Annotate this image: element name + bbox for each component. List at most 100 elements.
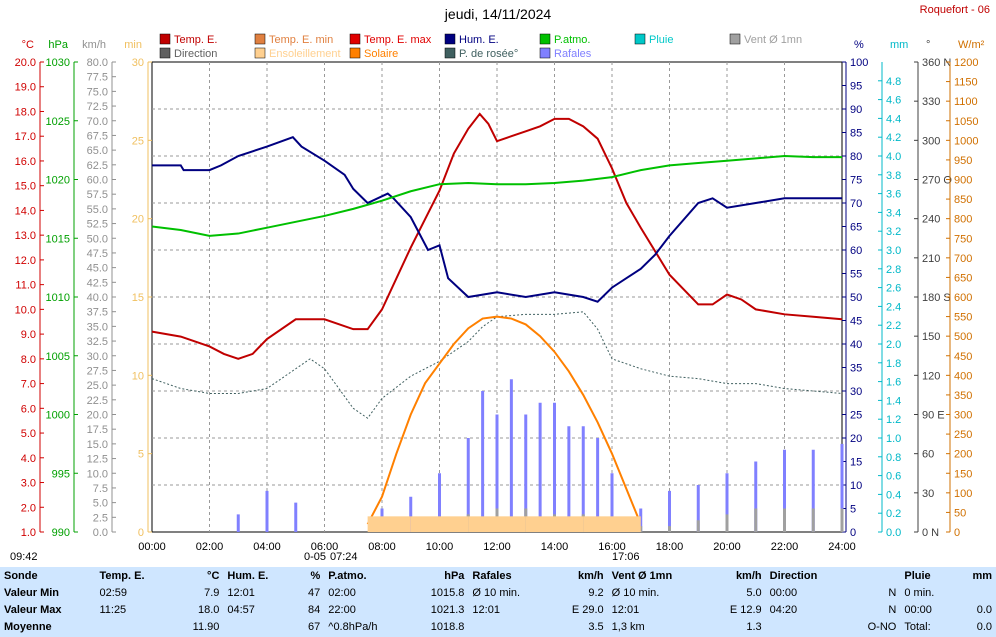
stats-cell [956, 584, 996, 601]
tick-label-wind: 15.0 [87, 439, 108, 451]
stats-cell: Ø 10 min. [611, 586, 660, 599]
sunshine-bar [468, 516, 497, 532]
stats-cell: % [310, 569, 321, 582]
tick-label-hum: 55 [850, 269, 862, 281]
tick-label-rain: 3.8 [886, 170, 901, 182]
tick-label-solar: 200 [954, 449, 972, 461]
legend-label: P.atmo. [554, 34, 591, 46]
tick-label-wind: 22.5 [87, 395, 108, 407]
tick-label-solar: 1150 [954, 77, 978, 89]
tick-label-temp: 17.0 [15, 131, 36, 143]
stats-cell [468, 618, 549, 635]
tick-label-pres: 1015 [46, 233, 70, 245]
stats-cell: hPa [444, 569, 465, 582]
stats-cell: 67 [308, 620, 321, 633]
tick-label-hum: 30 [850, 386, 862, 398]
tick-label-hum: 60 [850, 245, 862, 257]
axis-unit-solar: W/m² [958, 39, 985, 51]
stats-cell: P.atmo. [328, 569, 367, 582]
stats-cell: Ø 10 min. [472, 586, 521, 599]
sunshine-bar [410, 516, 440, 532]
tick-label-temp: 12.0 [15, 255, 36, 267]
tick-label-rain: 1.4 [886, 395, 901, 407]
stats-cell: 9.2 [588, 586, 604, 599]
tick-label-solar: 150 [954, 468, 972, 480]
tick-label-solar: 950 [954, 155, 972, 167]
tick-label-hum: 70 [850, 198, 862, 210]
stats-row: Valeur Min 02:59 7.9 12:01 47 02:00 1015.8 Ø 10… [0, 584, 996, 601]
stats-cell: 0 min. [904, 586, 935, 599]
sunrise-label: 07:24 [330, 551, 358, 563]
tick-label-hum: 100 [850, 57, 868, 69]
stats-cell: Valeur Min [4, 586, 60, 599]
legend-swatch [539, 47, 551, 59]
stats-cell: Total: [904, 620, 931, 633]
stats-cell: 1018.8 [430, 620, 465, 633]
stats-grid: Sonde Temp. E. °C Hum. E.% P.atmo. hPa Rafales… [0, 567, 996, 635]
tick-label-wind: 72.5 [87, 101, 108, 113]
tick-label-temp: 8.0 [21, 354, 36, 366]
tick-label-temp: 20.0 [15, 57, 36, 69]
legend-label: Temp. E. max [364, 34, 432, 46]
tick-label-rain: 3.6 [886, 189, 901, 201]
stats-cell: km/h [577, 569, 604, 582]
tick-label-temp: 9.0 [21, 329, 36, 341]
legend-label: Temp. E. min [269, 34, 333, 46]
stats-cell: Vent Ø 1mn [611, 569, 673, 582]
stats-cell: 7.9 [204, 586, 220, 599]
start-time-label: 09:42 [10, 551, 38, 563]
legend-swatch [444, 33, 456, 45]
tick-label-temp: 2.0 [21, 502, 36, 514]
stats-cell: 18.0 [197, 603, 220, 616]
stats-cell [223, 618, 294, 635]
tick-label-temp: 6.0 [21, 403, 36, 415]
x-tick-label: 10:00 [426, 541, 454, 553]
stats-cell: 02:00 [328, 586, 356, 599]
tick-label-wind: 60.0 [87, 175, 108, 187]
x-tick-label: 16:00 [598, 541, 626, 553]
tick-label-hum: 40 [850, 339, 862, 351]
sunshine-bar [525, 516, 555, 532]
tick-label-hum: 80 [850, 151, 862, 163]
sunshine-bar [612, 516, 641, 532]
legend-label: Vent Ø 1mn [744, 34, 802, 46]
legend-swatch [729, 33, 741, 45]
tick-label-rain: 4.4 [886, 113, 901, 125]
stats-row: Valeur Max 11:25 18.0 04:57 84 22:00 1021.3 12:… [0, 601, 996, 618]
tick-label-solar: 50 [954, 507, 966, 519]
tick-label-solar: 1050 [954, 116, 978, 128]
chart-svg: 1.0 2.0 3.0 4.0 5.0 6.0 7.0 8.0 9.0 10.0 11.0 12.0 1… [10, 33, 985, 563]
tick-label-wind: 25.0 [87, 380, 108, 392]
sunshine-bar [554, 516, 584, 532]
tick-label-wind: 35.0 [87, 321, 108, 333]
axis-unit-rain: mm [890, 39, 908, 51]
tick-label-pres: 995 [52, 468, 70, 480]
tick-label-pres: 1000 [46, 410, 70, 422]
tick-label-hum: 50 [850, 292, 862, 304]
tick-label-wind: 67.5 [87, 130, 108, 142]
tick-label-temp: 11.0 [15, 280, 36, 292]
stats-cell: N [888, 603, 897, 616]
stats-cell: 5.0 [746, 586, 762, 599]
moon-marker-label: 0-05 [304, 551, 326, 563]
legend-label: Solaire [364, 48, 398, 60]
tick-label-temp: 15.0 [15, 181, 36, 193]
tick-label-wind: 47.5 [87, 248, 108, 260]
tick-label-solar: 300 [954, 410, 972, 422]
sunset-label: 17:06 [612, 551, 640, 563]
stats-cell: Moyenne [4, 620, 52, 633]
x-tick-label: 20:00 [713, 541, 741, 553]
legend-swatch [254, 33, 266, 45]
tick-label-wind: 62.5 [87, 160, 108, 172]
tick-label-wind: 45.0 [87, 263, 108, 275]
stats-cell: 1021.3 [430, 603, 465, 616]
tick-label-dir: 120 [922, 370, 940, 382]
stats-cell: °C [207, 569, 220, 582]
tick-label-rain: 1.6 [886, 377, 901, 389]
tick-label-hum: 20 [850, 433, 862, 445]
tick-label-hum: 35 [850, 363, 862, 375]
axis-unit-temp: °C [22, 39, 34, 51]
stats-cell: 12:01 [472, 603, 500, 616]
tick-label-wind: 42.5 [87, 277, 108, 289]
stats-cell: Hum. E. [227, 569, 269, 582]
